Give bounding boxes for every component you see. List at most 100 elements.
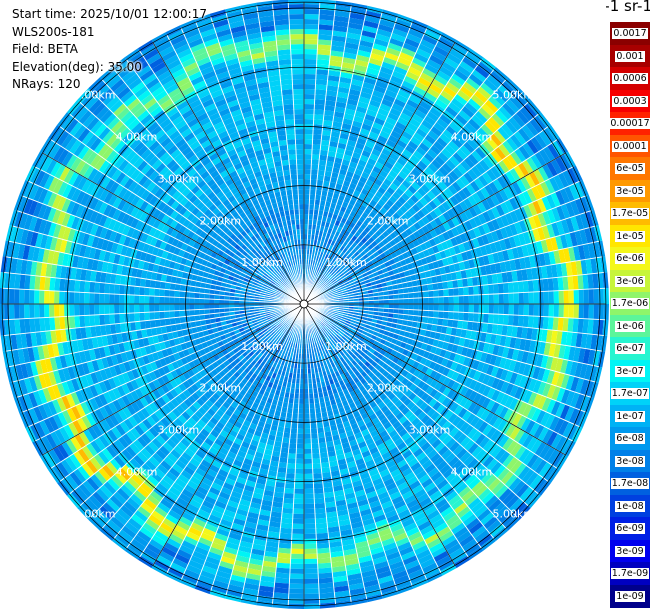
- field-cell: [495, 204, 505, 217]
- field-cell: [340, 274, 346, 280]
- field-cell: [416, 209, 426, 219]
- field-cell: [279, 69, 292, 76]
- field-cell: [384, 52, 399, 62]
- field-cell: [304, 59, 317, 65]
- field-cell: [473, 226, 482, 238]
- field-cell: [311, 154, 320, 160]
- field-cell: [460, 251, 469, 262]
- field-cell: [424, 63, 439, 75]
- field-cell: [359, 154, 370, 163]
- field-cell: [515, 110, 530, 125]
- field-cell: [114, 284, 120, 295]
- field-cell: [298, 204, 304, 210]
- field-cell: [322, 283, 328, 289]
- field-cell: [329, 202, 337, 209]
- field-cell: [304, 219, 309, 225]
- field-cell: [427, 130, 440, 141]
- field-cell: [534, 151, 547, 167]
- field-cell: [443, 288, 449, 297]
- field-cell: [351, 120, 363, 129]
- field-cell: [419, 72, 434, 84]
- field-cell: [134, 312, 140, 322]
- field-cell: [373, 292, 379, 297]
- field-cell: [320, 144, 329, 151]
- field-cell: [415, 48, 432, 59]
- field-cell: [464, 209, 474, 220]
- field-cell: [292, 84, 304, 90]
- field-cell: [357, 159, 367, 167]
- field-cell: [312, 129, 323, 135]
- field-cell: [348, 161, 358, 169]
- field-cell: [436, 193, 446, 205]
- field-cell: [579, 196, 590, 213]
- field-cell: [487, 253, 495, 265]
- field-cell: [394, 273, 401, 280]
- field-cell: [347, 27, 363, 35]
- field-cell: [154, 288, 160, 297]
- field-cell: [310, 184, 317, 190]
- field-cell: [304, 164, 312, 170]
- field-cell: [304, 39, 318, 45]
- field-cell: [513, 234, 522, 248]
- field-cell: [351, 151, 362, 160]
- field-cell: [442, 231, 451, 241]
- field-cell: [341, 201, 349, 209]
- field-cell: [395, 278, 402, 285]
- field-cell: [405, 227, 413, 236]
- field-cell: [134, 286, 140, 296]
- field-cell: [345, 283, 351, 288]
- field-cell: [319, 154, 328, 161]
- field-cell: [154, 304, 160, 312]
- field-cell: [455, 203, 465, 214]
- field-cell: [319, 268, 324, 274]
- field-cell: [439, 133, 452, 145]
- field-cell: [387, 112, 400, 122]
- field-cell: [179, 290, 185, 298]
- field-cell: [304, 189, 310, 195]
- field-cell: [550, 159, 563, 175]
- field-cell: [391, 165, 401, 175]
- field-cell: [512, 281, 519, 293]
- field-cell: [434, 169, 446, 181]
- field-cell: [341, 62, 355, 70]
- field-cell: [451, 216, 460, 227]
- field-cell: [336, 289, 342, 294]
- field-cell: [518, 232, 527, 246]
- field-cell: [360, 171, 370, 180]
- field-cell: [399, 112, 412, 123]
- field-cell: [297, 184, 304, 190]
- field-cell: [444, 265, 451, 274]
- field-cell: [564, 186, 575, 202]
- field-cell: [304, 34, 319, 40]
- field-cell: [553, 290, 559, 304]
- field-cell: [458, 243, 466, 253]
- field-cell: [462, 241, 471, 252]
- field-cell: [432, 260, 440, 270]
- field-cell: [553, 249, 561, 265]
- field-cell: [477, 201, 487, 214]
- field-cell: [288, 14, 304, 20]
- field-cell: [149, 304, 155, 313]
- field-cell: [506, 271, 513, 283]
- field-cell: [570, 200, 580, 216]
- field-cell: [289, 24, 304, 30]
- field-cell: [418, 265, 425, 273]
- field-cell: [437, 282, 444, 290]
- field-cell: [119, 304, 125, 314]
- field-cell: [337, 270, 343, 276]
- field-cell: [341, 253, 348, 260]
- field-cell: [472, 237, 480, 249]
- field-cell: [284, 114, 295, 120]
- field-cell: [506, 137, 519, 152]
- field-cell: [526, 99, 541, 116]
- field-cell: [325, 279, 330, 284]
- field-cell: [389, 37, 405, 48]
- field-cell: [328, 244, 334, 251]
- field-cell: [179, 304, 185, 311]
- field-cell: [425, 255, 433, 264]
- field-cell: [342, 180, 351, 188]
- field-cell: [446, 256, 454, 266]
- field-cell: [456, 253, 464, 263]
- field-cell: [316, 272, 320, 278]
- field-cell: [421, 119, 434, 131]
